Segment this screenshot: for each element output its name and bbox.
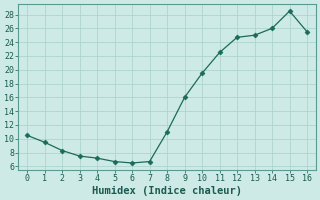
- X-axis label: Humidex (Indice chaleur): Humidex (Indice chaleur): [92, 186, 242, 196]
